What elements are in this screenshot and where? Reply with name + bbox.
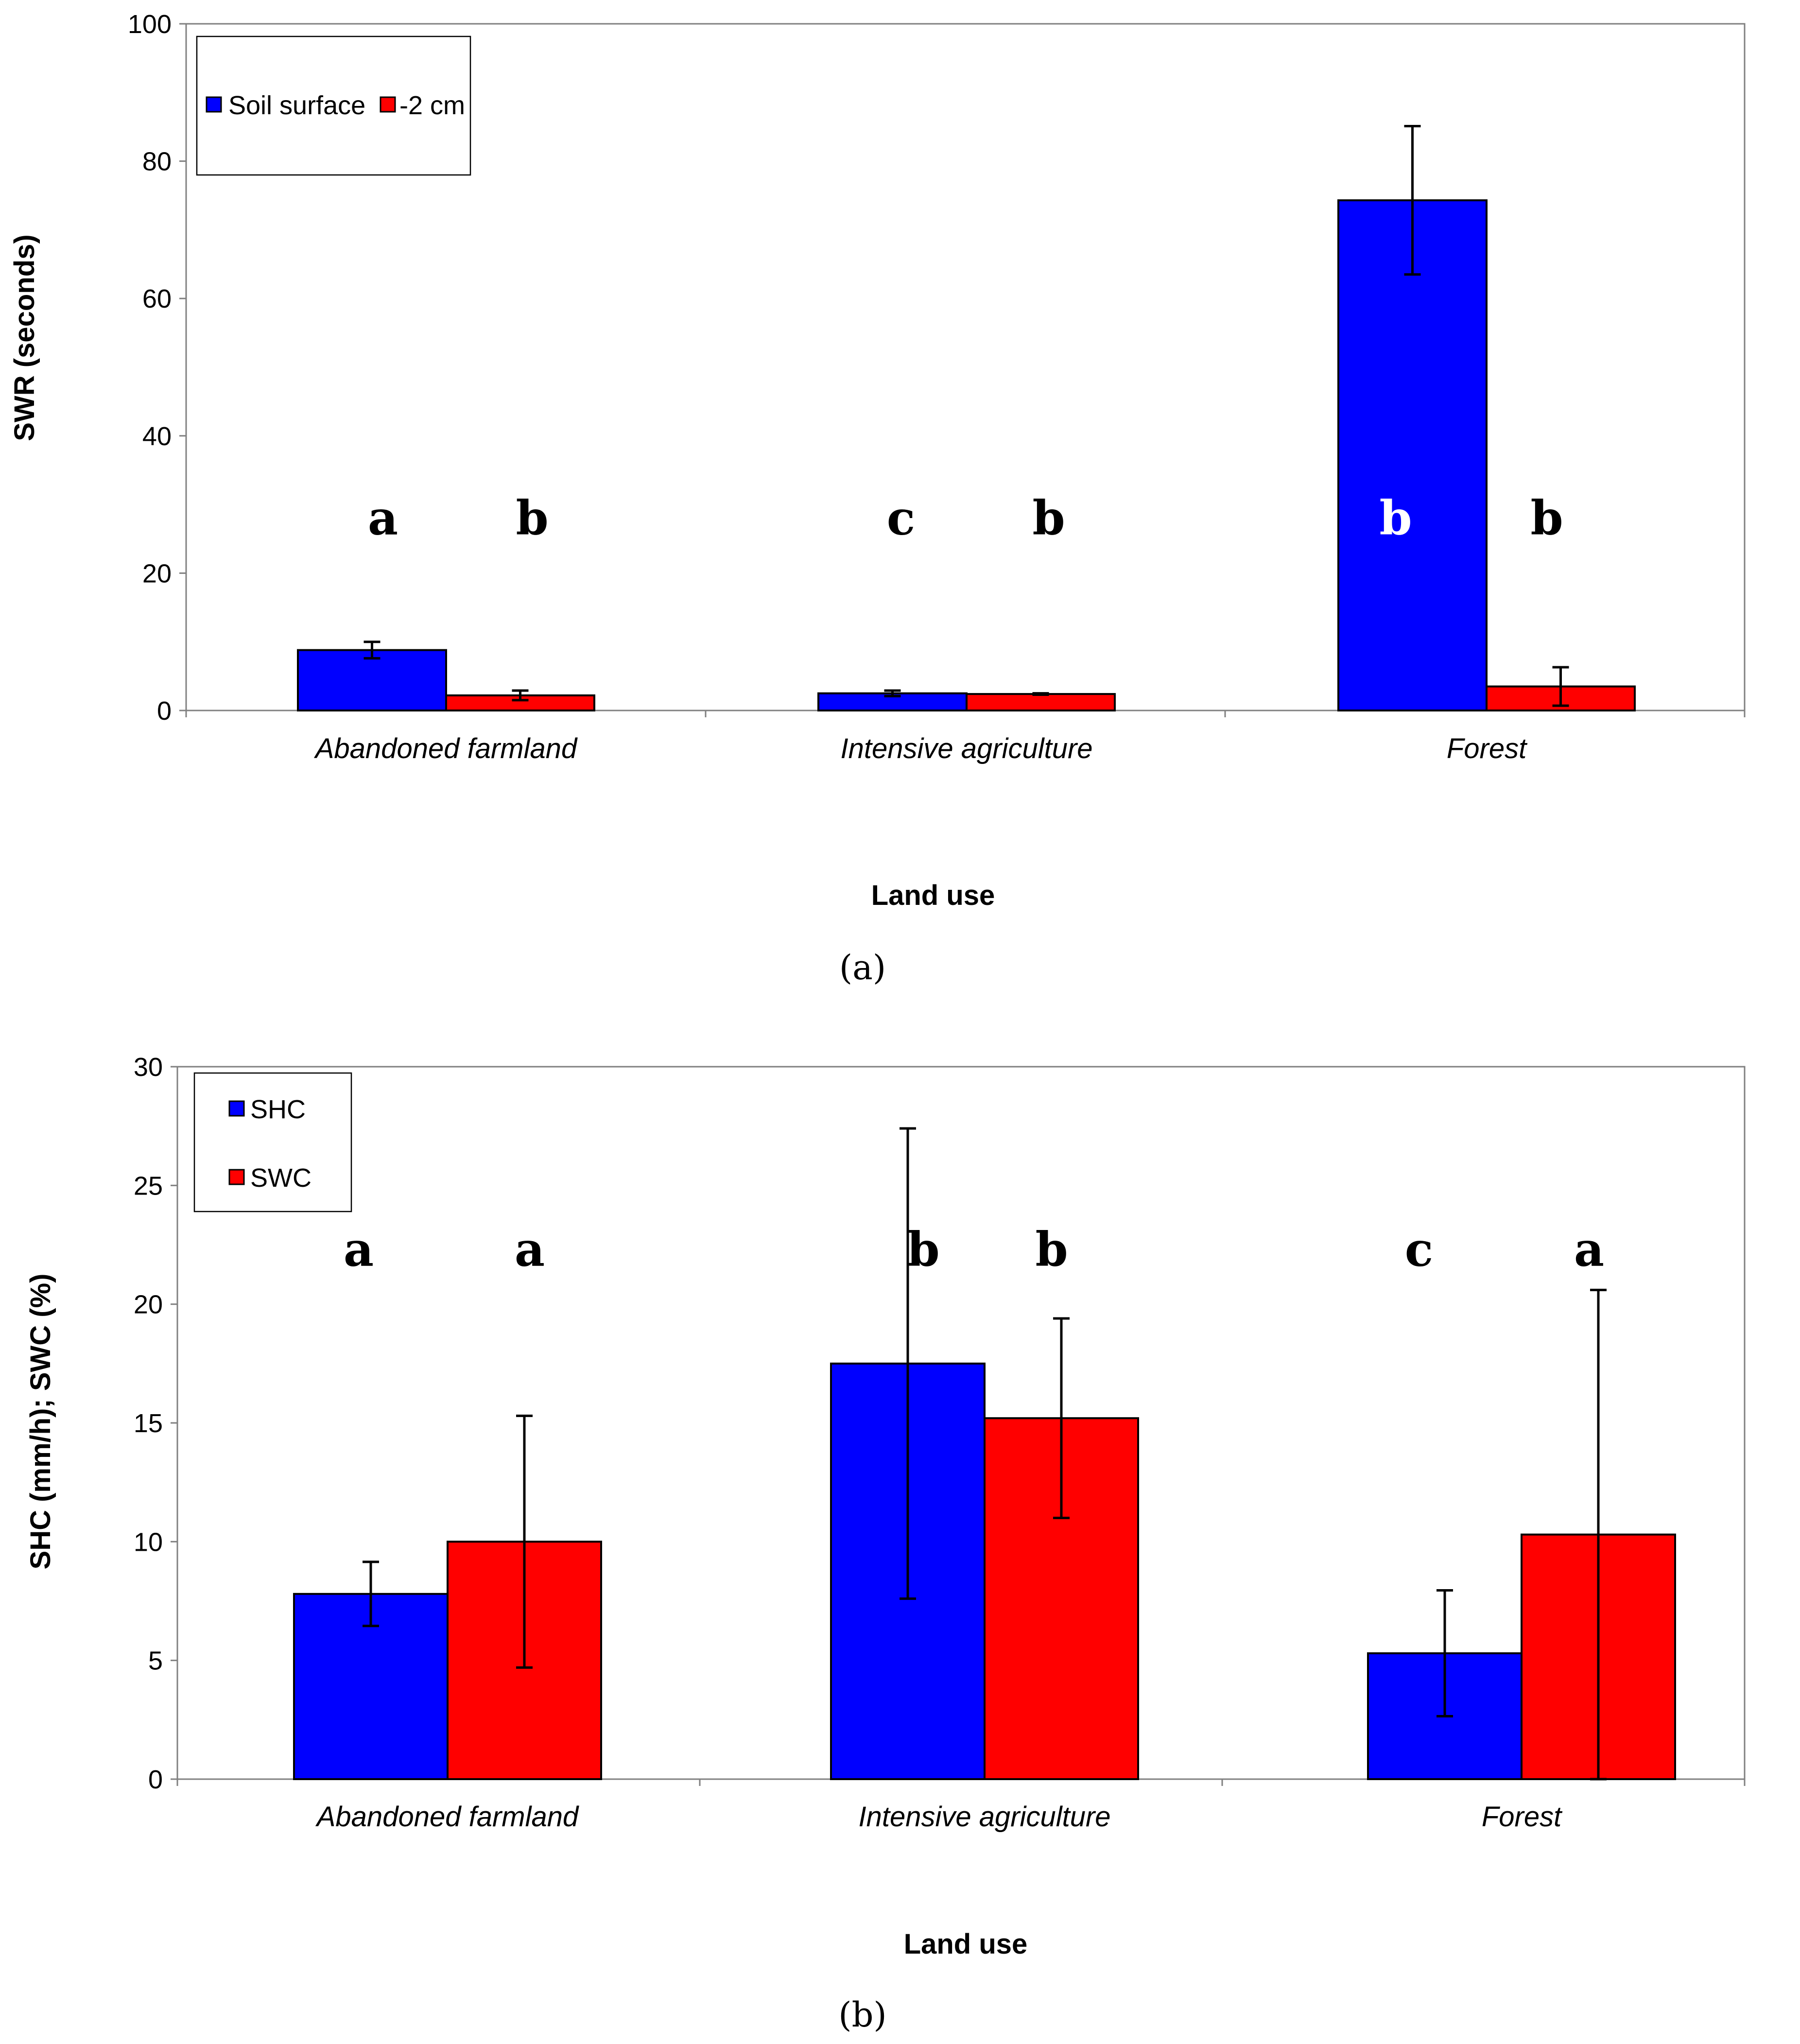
y-tick-label: 20 xyxy=(134,1290,163,1319)
bars xyxy=(293,1127,1676,1781)
legend-label-minus-2cm: -2 cm xyxy=(399,91,465,120)
significance-letter: b xyxy=(516,490,548,545)
y-tick-label: 10 xyxy=(134,1527,163,1557)
significance-letter: c xyxy=(887,490,915,545)
significance-letter: a xyxy=(515,1222,545,1277)
y-tick-label: 30 xyxy=(134,1053,163,1082)
y-tick-label: 80 xyxy=(142,147,172,176)
x-category-label: Intensive agriculture xyxy=(840,733,1092,764)
y-tick-label: 15 xyxy=(134,1409,163,1438)
legend-label-swc: SWC xyxy=(250,1163,312,1193)
significance-letter: a xyxy=(344,1222,374,1277)
y-tick-label: 0 xyxy=(157,696,172,726)
y-axis: 0 5 10 15 20 25 30 xyxy=(134,1053,1746,1794)
legend-swatch-minus-2cm xyxy=(380,96,396,113)
significance-letters: a b ca b a xyxy=(344,1222,1604,1277)
y-axis: 0 20 40 60 80 100 xyxy=(128,10,1746,726)
x-category-label: Intensive agriculture xyxy=(858,1801,1110,1833)
significance-letter: b xyxy=(1530,490,1563,545)
chart-panel-a: 0 20 40 60 80 100 a c b b b b Soil surface -2 cm A… xyxy=(9,10,1746,987)
significance-letter: c xyxy=(1405,1222,1433,1277)
bar-series1 xyxy=(297,649,447,712)
legend: Soil surface -2 cm xyxy=(196,35,471,176)
significance-letter: a xyxy=(368,490,398,545)
y-tick-label: 25 xyxy=(134,1171,163,1200)
legend-box xyxy=(193,1072,352,1213)
y-tick-label: 40 xyxy=(142,422,172,451)
x-axis-title: Land use xyxy=(871,880,995,911)
y-tick-label: 5 xyxy=(148,1646,163,1676)
y-tick-label: 100 xyxy=(128,10,172,39)
y-axis-title: SWR (seconds) xyxy=(9,234,40,441)
x-category-label: Abandoned farmland xyxy=(314,733,578,764)
x-category-label: Forest xyxy=(1447,733,1528,764)
y-tick-label: 20 xyxy=(142,559,172,588)
panel-label-a: (a) xyxy=(839,948,886,987)
y-tick-label: 0 xyxy=(148,1765,163,1794)
legend-swatch-shc xyxy=(228,1100,245,1117)
legend-label-soil-surface: Soil surface xyxy=(228,91,365,120)
significance-letter: a xyxy=(1574,1222,1604,1277)
x-category-label: Abandoned farmland xyxy=(315,1801,579,1833)
significance-letter: b xyxy=(1035,1222,1068,1277)
bars xyxy=(297,125,1636,712)
x-axis-title: Land use xyxy=(904,1928,1028,1960)
panel-label-b: (b) xyxy=(838,1995,886,2035)
bar-series1 xyxy=(1337,199,1488,711)
legend-swatch-swc xyxy=(228,1169,245,1185)
legend-swatch-soil-surface xyxy=(206,96,222,113)
significance-letter: b xyxy=(1379,490,1412,545)
x-category-label: Forest xyxy=(1482,1801,1563,1833)
legend-label-shc: SHC xyxy=(250,1095,306,1124)
significance-letter: b xyxy=(1032,490,1065,545)
legend: SHC SWC xyxy=(193,1072,352,1213)
bar-series2 xyxy=(966,693,1116,712)
chart-panel-b: 0 5 10 15 20 25 30 a b c a b a SHC SWC Abandoned fa… xyxy=(25,1053,1746,2035)
y-axis-title: SHC (mm/h); SWC (%) xyxy=(25,1274,56,1570)
legend-box xyxy=(196,35,471,176)
significance-letters: a c bb b b xyxy=(368,490,1563,545)
significance-letter: b xyxy=(907,1222,939,1277)
y-tick-label: 60 xyxy=(142,284,172,313)
